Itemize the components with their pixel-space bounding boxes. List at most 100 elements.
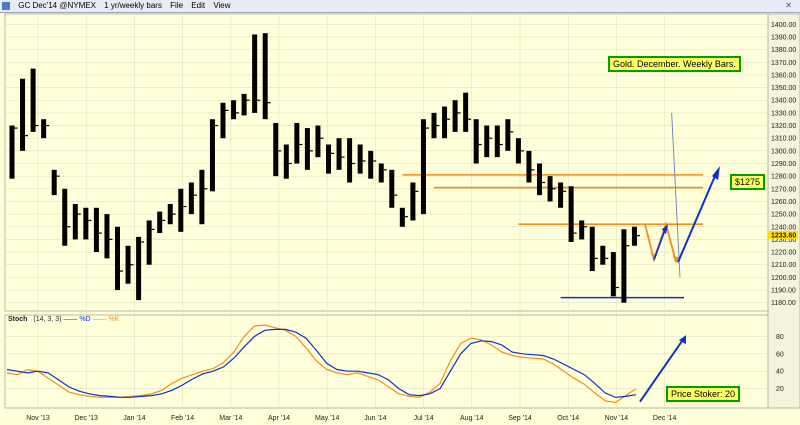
price-bar (579, 220, 585, 240)
price-tick-label: 1380.00 (771, 47, 796, 54)
price-tick-label: 1220.00 (771, 250, 796, 257)
app-icon (2, 1, 10, 10)
price-bar (431, 112, 437, 139)
price-bar (420, 119, 426, 215)
price-bar (220, 102, 226, 139)
price-bar (104, 214, 110, 259)
stoch-tick-label: 20 (776, 386, 784, 393)
price-tick-label: 1390.00 (771, 34, 796, 41)
price-bar (621, 229, 627, 303)
time-tick-label: Apr '14 (268, 415, 290, 422)
price-bar (600, 245, 606, 265)
price-bar (442, 106, 448, 139)
price-bar (93, 207, 99, 253)
credit-box: Price Stoker: 20 (666, 386, 741, 402)
price-bar (231, 100, 237, 120)
price-bar (347, 138, 353, 183)
price-bar (336, 138, 342, 170)
time-tick-label: Oct '14 (557, 415, 579, 422)
time-tick-label: Sep '14 (508, 415, 532, 422)
price-tick-label: 1400.00 (771, 22, 796, 29)
stoch-tick-label: 80 (776, 334, 784, 341)
price-bar (537, 163, 542, 196)
stoch-legend: Stoch (14, 3, 3) —— %D —— %K (8, 316, 119, 323)
price-bar (178, 188, 184, 232)
price-tick-label: 1320.00 (771, 123, 796, 130)
price-bar (157, 211, 163, 234)
time-tick-label: Nov '13 (26, 415, 50, 422)
price-bar (378, 163, 384, 183)
price-bar (51, 169, 57, 196)
price-bar (589, 226, 595, 272)
price-bar (62, 188, 68, 246)
price-bar (199, 169, 205, 225)
price-bar (294, 123, 300, 164)
time-tick-label: Jun '14 (364, 415, 386, 422)
price-bar (494, 125, 500, 158)
price-bar (167, 203, 173, 225)
menu-view[interactable]: View (213, 1, 231, 10)
time-tick-label: Jul '14 (414, 415, 434, 422)
price-bar (136, 236, 142, 301)
time-tick-label: Dec '13 (74, 415, 98, 422)
stoch-k-legend: —— %K (92, 316, 120, 323)
price-bar (252, 34, 258, 113)
arrowhead-blue (712, 166, 720, 180)
price-bar (30, 68, 36, 132)
price-bar (304, 128, 310, 170)
projection-arrow-blue (677, 173, 717, 263)
price-tick-label: 1240.00 (771, 224, 796, 231)
price-bar (41, 119, 47, 139)
price-tick-label: 1180.00 (771, 300, 796, 307)
price-tick-label: 1340.00 (771, 98, 796, 105)
chart-toolbar: GC Dec'14 @NYMEX 1 yr/weekly bars File E… (0, 0, 800, 13)
price-tick-label: 1290.00 (771, 161, 796, 168)
price-tick-label: 1330.00 (771, 110, 796, 117)
price-tick-label: 1230.00 (771, 237, 796, 244)
arrowhead-orange (673, 256, 679, 264)
symbol-selector[interactable]: GC Dec'14 @NYMEX (18, 1, 96, 10)
price-tick-label: 1260.00 (771, 199, 796, 206)
price-bar (9, 125, 15, 179)
stoch-params: (14, 3, 3) (33, 316, 62, 323)
price-tick-label: 1370.00 (771, 60, 796, 67)
price-tick-label: 1250.00 (771, 212, 796, 219)
price-tick-label: 1300.00 (771, 148, 796, 155)
price-tick-label: 1360.00 (771, 72, 796, 79)
stoch-arrow-blue (639, 337, 685, 403)
price-tick-label: 1350.00 (771, 85, 796, 92)
price-bar (505, 119, 511, 151)
price-bar (484, 125, 490, 158)
price-bar (568, 186, 574, 242)
stoch-k-line (6, 324, 637, 404)
price-bar (146, 220, 152, 265)
price-bar (558, 182, 564, 208)
time-tick-label: Dec '14 (653, 415, 677, 422)
menu-file[interactable]: File (170, 1, 184, 10)
last-price-tag (768, 230, 798, 239)
price-bar (463, 92, 469, 132)
time-tick-label: Mar '14 (219, 415, 242, 422)
price-bar (399, 207, 405, 227)
price-tick-label: 1270.00 (771, 186, 796, 193)
period-selector[interactable]: 1 yr/weekly bars (104, 1, 162, 10)
price-bar (515, 138, 521, 164)
downtrend-line (671, 112, 681, 278)
price-bar (83, 207, 89, 240)
stoch-tick-label: 40 (776, 369, 784, 376)
menu-edit[interactable]: Edit (191, 1, 206, 10)
price-bar (473, 119, 479, 164)
price-bar (125, 245, 131, 284)
price-bar (262, 33, 268, 120)
stoch-d-legend: —— %D (63, 316, 91, 323)
time-tick-label: May '14 (315, 415, 339, 422)
price-bar (410, 182, 416, 221)
price-bar (283, 144, 289, 179)
price-tick-label: 1190.00 (771, 288, 796, 295)
price-tick-label: 1310.00 (771, 136, 796, 143)
time-tick-label: Aug '14 (460, 415, 484, 422)
close-icon[interactable]: ✕ (785, 1, 792, 10)
time-tick-label: Nov '14 (605, 415, 629, 422)
time-tick-label: Jan '14 (123, 415, 145, 422)
price-bar (72, 203, 78, 240)
